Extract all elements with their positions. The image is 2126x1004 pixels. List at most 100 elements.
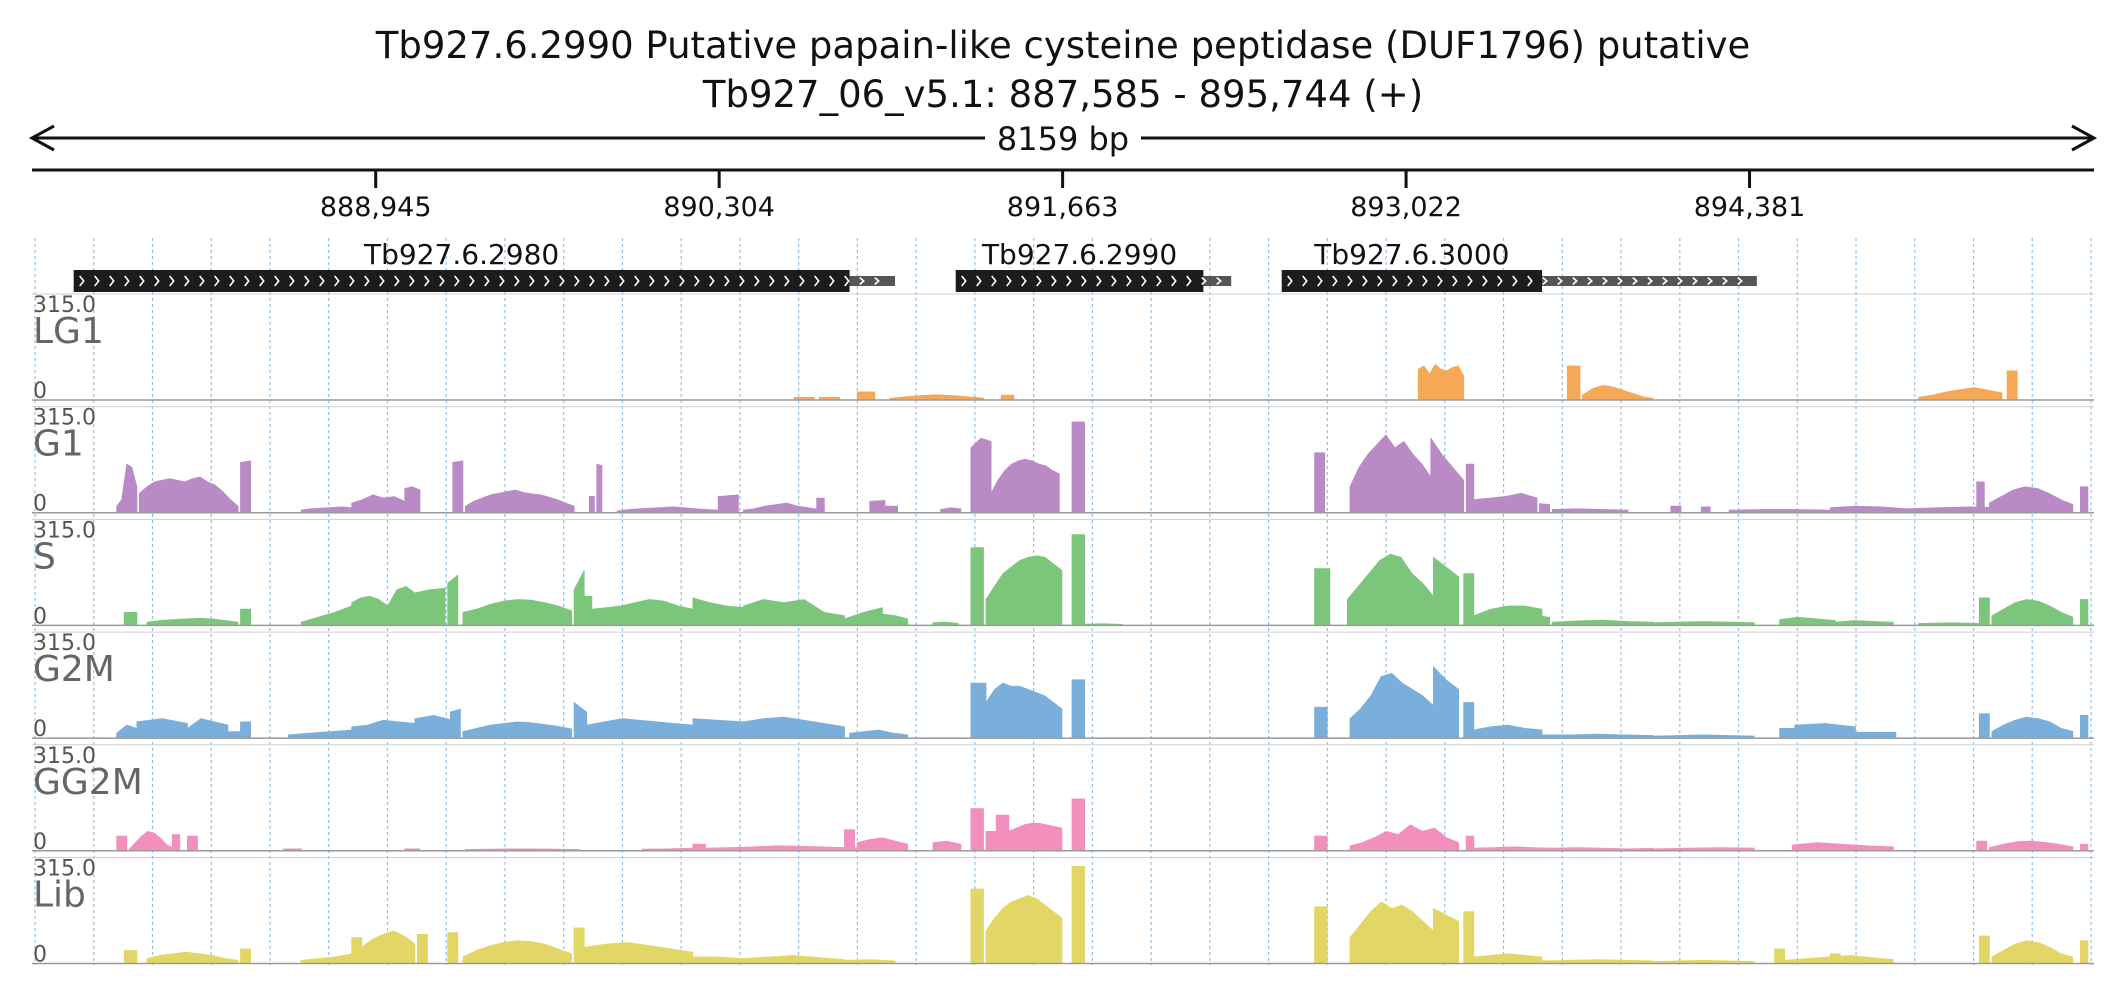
coverage-area [970, 888, 984, 964]
strand-chevron [1111, 275, 1117, 287]
track-ymax-label: 315.0 [33, 518, 96, 543]
coverage-area [692, 956, 744, 964]
coverage-area [1071, 866, 1085, 964]
coverage-area [1978, 935, 1990, 964]
strand-chevron [1096, 275, 1102, 287]
strand-chevron [154, 275, 160, 287]
coverage-area [2080, 940, 2089, 964]
strand-chevron [1362, 275, 1368, 287]
coverage-area [1582, 384, 1654, 401]
coverage-area [591, 599, 694, 626]
gridlines [34, 238, 2092, 965]
coverage-area [1700, 506, 1711, 514]
coverage-area [1463, 911, 1475, 964]
strand-chevron [499, 275, 505, 287]
track-ymin-label: 0 [33, 943, 47, 968]
strand-chevron [1542, 276, 1548, 286]
coverage-area [1314, 706, 1328, 739]
strand-chevron [1722, 276, 1728, 286]
strand-chevron [1332, 275, 1338, 287]
strand-chevron [1647, 276, 1653, 286]
strand-chevron [139, 275, 145, 287]
gene-label: Tb927.6.2990 [981, 238, 1177, 271]
track-name-label: G2M [33, 649, 115, 690]
strand-chevron [1392, 275, 1398, 287]
coverage-area [1430, 436, 1465, 514]
gene-utr [1542, 276, 1757, 286]
strand-chevron [679, 275, 685, 287]
strand-chevron [379, 275, 385, 287]
coverage-area [1539, 503, 1550, 514]
coverage-area [1779, 728, 1796, 739]
strand-chevron [349, 275, 355, 287]
strand-chevron [439, 275, 445, 287]
coverage-area [300, 506, 353, 514]
coverage-area [1473, 605, 1543, 626]
strand-chevron [1156, 275, 1162, 287]
coverage-area [1473, 492, 1538, 514]
coverage-area [447, 932, 459, 964]
strand-chevron [604, 275, 610, 287]
strand-chevron [229, 275, 235, 287]
coverage-area [351, 937, 363, 964]
strand-chevron [991, 275, 997, 287]
strand-chevron [1081, 275, 1087, 287]
strand-chevron [79, 275, 85, 287]
strand-chevron [709, 275, 715, 287]
strand-chevron [484, 275, 490, 287]
strand-chevron [859, 276, 865, 286]
coverage-area [849, 729, 909, 739]
strand-chevron [1497, 275, 1503, 287]
coverage-area [128, 830, 173, 852]
coverage-area [1991, 940, 2074, 964]
strand-chevron [169, 275, 175, 287]
coverage-area [417, 934, 428, 964]
coverage-area [985, 895, 1063, 964]
coverage-area [816, 497, 825, 514]
strand-chevron [109, 275, 115, 287]
coverage-area [414, 587, 446, 626]
strand-chevron [544, 275, 550, 287]
coverage-area [240, 608, 251, 626]
coverage-area [1774, 948, 1786, 964]
coverage-area [573, 701, 588, 739]
coverage-area [404, 486, 421, 514]
strand-chevron [559, 275, 565, 287]
coverage-area [1989, 486, 2074, 514]
span-label-bg [985, 120, 1141, 156]
coverage-area [1417, 363, 1465, 401]
gene-cds [73, 270, 850, 292]
coverage-area [596, 463, 603, 514]
strand-chevron [1677, 276, 1683, 286]
gene-cds [955, 270, 1204, 292]
coverage-area [970, 547, 984, 626]
coverage-area [1976, 840, 1988, 852]
coverage-area [300, 605, 353, 626]
coverage-area [573, 927, 585, 964]
coverage-area [1433, 556, 1459, 626]
strand-chevron [214, 275, 220, 287]
ruler-tick-label: 890,304 [663, 192, 775, 223]
strand-chevron [754, 275, 760, 287]
strand-chevron [1692, 276, 1698, 286]
coverage-area [889, 394, 984, 401]
strand-chevron [274, 275, 280, 287]
track-ymax-label: 315.0 [33, 406, 96, 431]
coverage-area [1008, 822, 1063, 852]
strand-chevron [634, 275, 640, 287]
strand-chevron [529, 275, 535, 287]
coverage-area [1071, 534, 1085, 626]
coverage-area [1347, 553, 1434, 626]
strand-chevron [1347, 275, 1353, 287]
coverage-area [139, 476, 239, 514]
coverage-area [452, 460, 464, 514]
coverage-area [1779, 616, 1836, 626]
strand-chevron [244, 275, 250, 287]
coverage-area [884, 505, 898, 514]
coverage-area [146, 951, 239, 964]
